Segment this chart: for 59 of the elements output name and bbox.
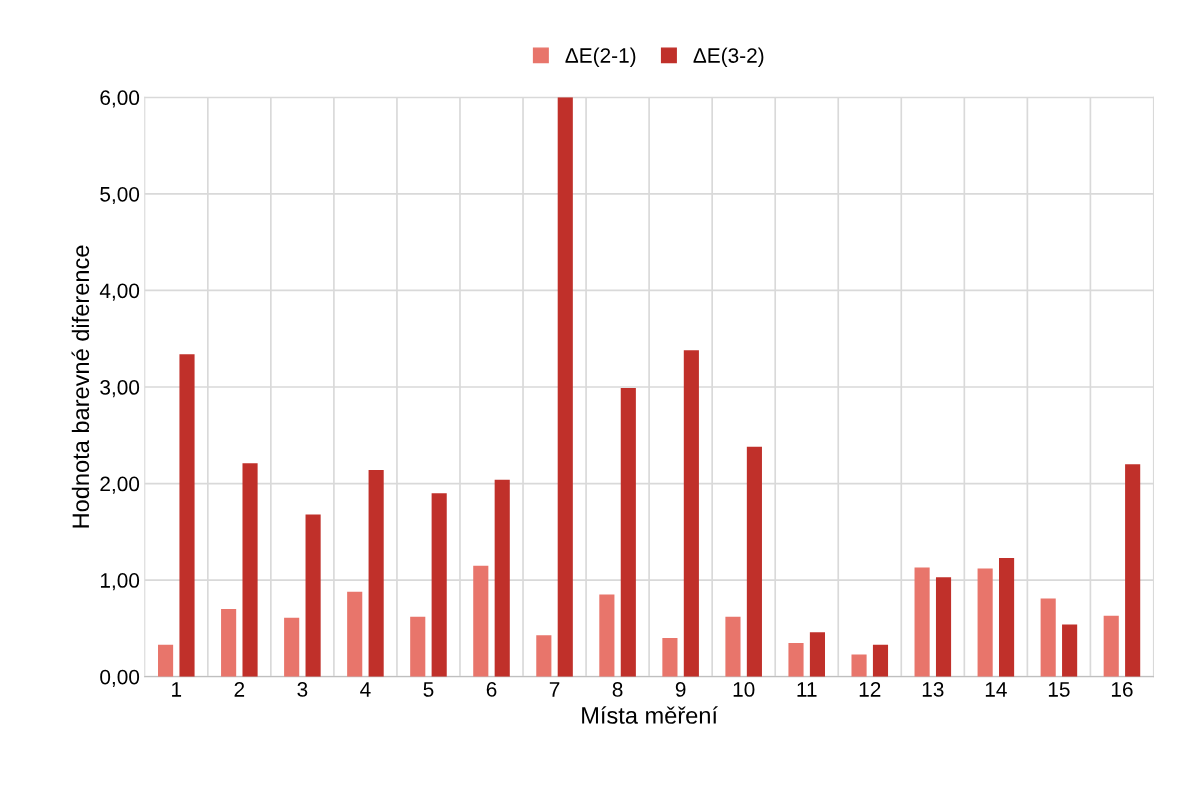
bar bbox=[725, 616, 741, 677]
x-tick-label: 7 bbox=[549, 682, 560, 697]
y-axis-title: Hodnota barevné diference bbox=[71, 245, 90, 528]
bar bbox=[179, 354, 195, 677]
x-tick-label: 3 bbox=[297, 682, 308, 697]
bar bbox=[431, 493, 447, 677]
bar bbox=[473, 565, 489, 677]
bar bbox=[368, 470, 384, 677]
bar bbox=[1062, 624, 1078, 677]
bar bbox=[158, 644, 174, 677]
bar bbox=[914, 567, 930, 677]
bar bbox=[977, 568, 993, 677]
x-tick-label: 11 bbox=[797, 682, 817, 697]
bar bbox=[410, 616, 426, 677]
legend-label: ΔE(2-1) bbox=[565, 47, 636, 67]
y-tick-label: 2,00 bbox=[100, 476, 140, 494]
x-tick-label: 16 bbox=[1111, 682, 1133, 697]
bar bbox=[284, 617, 300, 677]
x-tick-label: 14 bbox=[985, 682, 1007, 697]
x-tick-label: 9 bbox=[675, 682, 686, 697]
bar bbox=[1103, 615, 1119, 677]
bar bbox=[494, 479, 510, 677]
x-axis-title: Místa měření bbox=[582, 706, 718, 724]
legend-label: ΔE(3-2) bbox=[693, 47, 764, 67]
bar bbox=[999, 557, 1015, 677]
y-tick-label: 1,00 bbox=[100, 573, 140, 591]
bar bbox=[851, 654, 867, 677]
bar bbox=[620, 387, 636, 677]
bar bbox=[1040, 598, 1056, 677]
x-tick-label: 4 bbox=[360, 682, 371, 697]
bar bbox=[557, 97, 573, 677]
bar bbox=[599, 594, 615, 677]
bar bbox=[221, 609, 237, 677]
y-tick-label: 0,00 bbox=[100, 669, 140, 687]
bar bbox=[746, 446, 762, 677]
x-tick-label: 15 bbox=[1048, 682, 1070, 697]
bar bbox=[1125, 464, 1141, 677]
bar bbox=[788, 642, 804, 677]
y-tick-label: 5,00 bbox=[100, 186, 140, 205]
bar bbox=[242, 463, 258, 677]
x-tick-label: 2 bbox=[234, 682, 245, 697]
x-tick-label: 6 bbox=[486, 682, 497, 697]
bar bbox=[809, 632, 826, 677]
x-tick-label: 5 bbox=[423, 682, 434, 697]
y-tick-label: 4,00 bbox=[99, 283, 140, 301]
x-tick-label: 13 bbox=[922, 682, 944, 697]
x-tick-label: 10 bbox=[733, 682, 755, 697]
y-tick-label: 6,00 bbox=[100, 90, 140, 108]
bar bbox=[662, 638, 678, 677]
x-tick-label: 1 bbox=[172, 682, 182, 697]
bar bbox=[536, 635, 552, 677]
x-tick-label: 8 bbox=[612, 682, 623, 697]
bar bbox=[347, 591, 363, 677]
y-tick-label: 3,00 bbox=[100, 380, 140, 398]
x-tick-label: 12 bbox=[859, 682, 881, 697]
bar bbox=[683, 350, 699, 677]
bar bbox=[305, 514, 321, 677]
bar bbox=[935, 577, 952, 677]
bar bbox=[872, 644, 889, 677]
